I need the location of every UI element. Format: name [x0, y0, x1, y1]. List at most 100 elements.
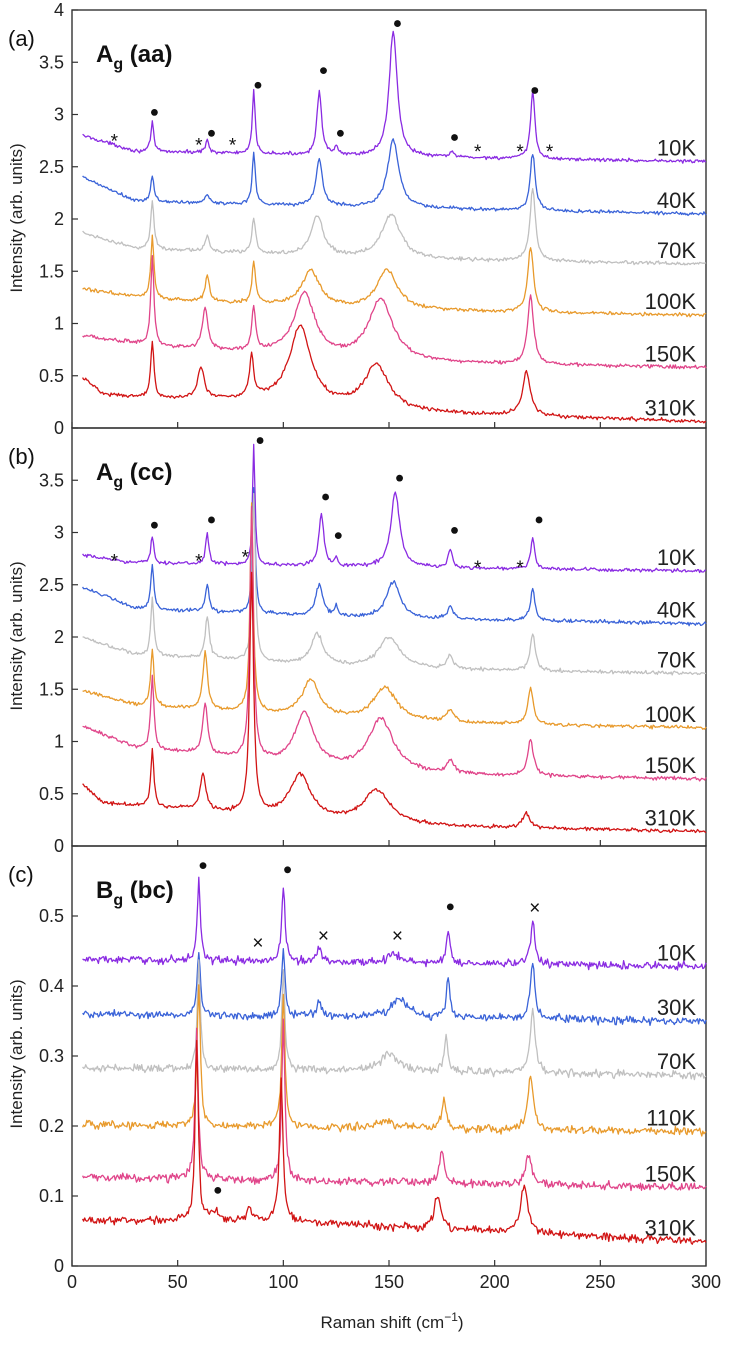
cross-marker: ×	[252, 933, 263, 954]
phonon-marker	[451, 527, 458, 534]
y-tick-label: 1	[54, 314, 64, 334]
phonon-marker	[394, 20, 401, 27]
series-label-10K: 10K	[657, 940, 696, 965]
series-label-70K: 70K	[657, 1049, 696, 1074]
asterisk-marker: *	[111, 131, 119, 152]
phonon-marker	[208, 516, 215, 524]
asterisk-marker: *	[474, 558, 482, 579]
y-tick-label: 1	[54, 732, 64, 752]
series-line-70K	[82, 187, 707, 266]
x-tick-label: 250	[585, 1272, 615, 1292]
series-label-30K: 30K	[657, 995, 696, 1020]
series-line-70K	[82, 959, 707, 1081]
asterisk-marker: *	[195, 136, 203, 157]
series-label-310K: 310K	[645, 396, 697, 421]
phonon-marker	[320, 67, 327, 75]
panel-letter: (c)	[8, 862, 34, 887]
phonon-marker	[208, 129, 215, 137]
panel-3: 0 0.1 0.2 0.3 0.4 0.5 0 50 100 150 200 250 300 10K 30K…	[8, 845, 721, 1292]
series-label-10K: 10K	[657, 136, 696, 161]
y-tick-label: 3	[54, 105, 64, 125]
y-axis-title-upper: Intensity (arb. units)	[7, 143, 26, 292]
x-axis-title: Raman shift (cm−1)	[320, 1310, 463, 1332]
phonon-marker	[396, 474, 403, 482]
y-tick-label: 0.5	[39, 906, 64, 926]
series-line-30K	[82, 948, 707, 1027]
y-tick-label: 0.4	[39, 976, 64, 996]
series-line-40K	[82, 487, 707, 627]
series-line-310K	[82, 1039, 707, 1245]
series-line-110K	[82, 984, 707, 1137]
y-tick-label: 3.5	[39, 470, 64, 490]
panel-title: Ag (cc)	[96, 459, 172, 491]
panel-1: 0 0.5 1 1.5 2 2.5 3 3.5 4 10K 40K 70K 100K 150K 310K * *…	[8, 0, 707, 438]
cross-marker: ×	[392, 926, 403, 947]
y-tick-label: 0	[54, 836, 64, 856]
y-tick-label: 2	[54, 209, 64, 229]
series-label-100K: 100K	[645, 289, 697, 314]
asterisk-marker: *	[111, 551, 119, 572]
y-tick-label: 1.5	[39, 261, 64, 281]
phonon-marker	[254, 81, 262, 89]
phonon-marker	[322, 493, 329, 501]
phonon-marker	[284, 866, 291, 874]
series-line-40K	[82, 138, 707, 217]
phonon-marker	[214, 1187, 222, 1194]
y-tick-label: 0	[54, 1256, 64, 1276]
series-label-40K: 40K	[657, 188, 696, 213]
x-tick-label: 300	[691, 1272, 721, 1292]
series-line-310K	[82, 324, 707, 424]
series-line-100K	[82, 502, 707, 730]
phonon-marker	[446, 903, 454, 911]
asterisk-marker: *	[474, 142, 482, 163]
asterisk-marker: *	[516, 142, 524, 163]
series-label-310K: 310K	[645, 805, 697, 830]
phonon-marker	[256, 437, 264, 444]
series-line-10K	[82, 876, 707, 971]
series-line-10K	[82, 30, 707, 164]
y-tick-label: 3	[54, 523, 64, 543]
series-label-150K: 150K	[645, 753, 697, 778]
series-label-310K: 310K	[645, 1216, 697, 1241]
asterisk-marker: *	[242, 547, 250, 568]
series-label-40K: 40K	[657, 597, 696, 622]
phonon-marker	[451, 134, 458, 141]
series-line-150K	[82, 255, 707, 370]
asterisk-marker: *	[195, 551, 203, 572]
panel-letter: (b)	[8, 444, 35, 469]
y-tick-label: 2.5	[39, 575, 64, 595]
phonon-marker	[336, 129, 344, 137]
plot-frame	[71, 845, 707, 1267]
series-label-70K: 70K	[657, 238, 696, 263]
series-label-10K: 10K	[657, 545, 696, 570]
phonon-marker	[531, 87, 539, 94]
phonon-marker	[535, 516, 543, 524]
y-tick-label: 0.3	[39, 1046, 64, 1066]
series-line-70K	[82, 492, 707, 676]
phonon-marker	[151, 521, 158, 529]
y-tick-label: 0.2	[39, 1116, 64, 1136]
phonon-marker	[199, 862, 207, 869]
series-label-100K: 100K	[645, 702, 697, 727]
x-tick-label: 200	[480, 1272, 510, 1292]
series-label-70K: 70K	[657, 648, 696, 673]
y-tick-label: 0.5	[39, 366, 64, 386]
y-tick-label: 3.5	[39, 52, 64, 72]
y-tick-label: 2.5	[39, 157, 64, 177]
phonon-marker	[334, 532, 342, 540]
series-line-150K	[82, 505, 707, 782]
panel-title: Ag (aa)	[96, 41, 172, 73]
series-line-310K	[82, 571, 707, 834]
x-tick-label: 150	[374, 1272, 404, 1292]
series-label-150K: 150K	[645, 341, 697, 366]
y-axis-title-middle: Intensity (arb. units)	[7, 561, 26, 710]
x-tick-label: 0	[67, 1272, 77, 1292]
x-tick-label: 50	[168, 1272, 188, 1292]
series-line-100K	[82, 234, 707, 318]
panel-2: 0 0.5 1 1.5 2 2.5 3 3.5 10K 40K 70K 100K 150K 310K * * *…	[8, 427, 707, 856]
x-tick-label: 100	[268, 1272, 298, 1292]
panel-title: Bg (bc)	[96, 877, 174, 909]
series-line-10K	[82, 443, 707, 574]
y-tick-label: 4	[54, 0, 64, 20]
